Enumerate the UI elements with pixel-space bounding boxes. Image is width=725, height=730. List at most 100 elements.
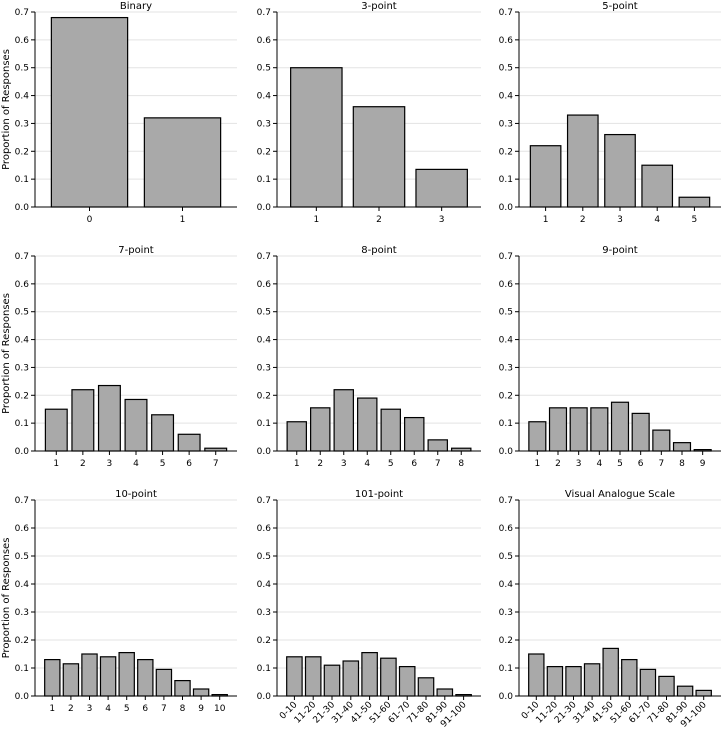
y-tick-label: 0.3 [257, 608, 271, 618]
bar-9 [192, 688, 210, 697]
x-tick-label: 2 [317, 459, 323, 469]
x-tick-label: 3 [439, 215, 445, 225]
y-tick-label: 0.5 [15, 64, 29, 74]
y-tick-label: 0.3 [257, 363, 271, 373]
chart-panel-3: 0.0 0.1 0.2 0.3 0.4 0.5 0.6 0.7 1 2 3 4 5 5-point [499, 1, 721, 225]
x-tick-label: 9 [700, 459, 706, 469]
y-tick-label: 0.5 [257, 552, 271, 562]
x-tick-label: 3 [341, 459, 347, 469]
y-tick-label: 0.0 [15, 447, 30, 457]
x-tick-label: 8 [679, 459, 685, 469]
y-tick-label: 0.7 [499, 8, 513, 18]
y-tick-label: 0.4 [257, 580, 272, 590]
bar-6 [137, 658, 154, 697]
bar-2 [352, 106, 406, 208]
y-tick-label: 0.3 [499, 363, 513, 373]
chart-panel-2: 0.0 0.1 0.2 0.3 0.4 0.5 0.6 0.7 1 2 3 3-point [257, 1, 481, 225]
chart-panel-5: 0.0 0.1 0.2 0.3 0.4 0.5 0.6 0.7 1 2 3 4 5 6 7 8 8-point [257, 245, 481, 469]
y-tick-label: 0.0 [499, 447, 514, 457]
y-tick-label: 0.1 [15, 175, 29, 185]
y-tick-label: 0.3 [257, 119, 271, 129]
x-tick-label: 5 [124, 704, 130, 714]
bar-0-10 [286, 656, 303, 697]
y-axis-label: Proportion of Responses [1, 49, 12, 170]
y-tick-label: 0.1 [257, 419, 271, 429]
bar-51-60 [621, 658, 638, 697]
bar-1 [529, 145, 562, 208]
bar-1 [286, 421, 307, 452]
y-tick-label: 0.4 [257, 336, 272, 346]
x-tick-label: 4 [364, 459, 370, 469]
y-tick-label: 0.0 [257, 203, 272, 213]
chart-panel-1: 0.0 0.1 0.2 0.3 0.4 0.5 0.6 0.7 0 1 Binary Proporti… [1, 1, 237, 225]
x-tick-label: 3 [576, 459, 582, 469]
bar-1 [143, 117, 222, 208]
x-tick-label: 1 [180, 215, 186, 225]
y-axis-label: Proportion of Responses [1, 293, 12, 414]
chart-title: 8-point [361, 245, 397, 256]
y-tick-label: 0.6 [15, 524, 30, 534]
y-tick-label: 0.6 [257, 280, 272, 290]
y-tick-label: 0.3 [15, 363, 29, 373]
y-tick-label: 0.4 [499, 580, 514, 590]
bar-8 [174, 679, 191, 697]
y-tick-label: 0.1 [15, 664, 29, 674]
bar-5 [380, 408, 401, 452]
bar-4 [99, 656, 117, 697]
bar-6 [631, 412, 650, 452]
y-tick-label: 0.2 [499, 391, 513, 401]
bar-7 [204, 447, 228, 452]
y-tick-label: 0.0 [257, 692, 272, 702]
bar-5 [151, 414, 175, 452]
y-tick-label: 0.2 [15, 147, 29, 157]
x-tick-label: 7 [435, 459, 441, 469]
y-tick-label: 0.4 [499, 92, 514, 102]
y-tick-label: 0.0 [499, 203, 514, 213]
bar-3 [415, 168, 468, 208]
y-tick-label: 0.7 [257, 496, 271, 506]
y-tick-label: 0.7 [499, 496, 513, 506]
x-tick-label: 5 [692, 215, 698, 225]
y-tick-label: 0.3 [499, 608, 513, 618]
bar-61-70 [398, 665, 416, 697]
bar-71-80 [417, 677, 435, 697]
x-tick-label: 6 [142, 704, 148, 714]
bar-3 [604, 133, 636, 208]
bar-4 [641, 164, 674, 208]
y-tick-label: 0.0 [15, 203, 30, 213]
x-tick-label: 0 [87, 215, 93, 225]
bar-31-40 [583, 663, 601, 697]
bar-2 [62, 663, 80, 697]
bar-3 [333, 389, 354, 452]
bar-5 [678, 196, 711, 208]
x-tick-label: 2 [80, 459, 86, 469]
y-tick-label: 0.0 [257, 447, 272, 457]
y-tick-label: 0.2 [15, 391, 29, 401]
x-tick-label: 7 [161, 704, 167, 714]
x-tick-label: 5 [388, 459, 394, 469]
bar-21-30 [323, 664, 341, 697]
bar-41-50 [361, 651, 378, 697]
bar-0 [50, 16, 129, 208]
x-tick-label: 4 [133, 459, 139, 469]
y-tick-label: 0.6 [499, 524, 514, 534]
y-tick-label: 0.1 [257, 664, 271, 674]
y-tick-label: 0.6 [257, 524, 272, 534]
x-tick-label: 10 [214, 704, 226, 714]
bar-6 [177, 433, 201, 452]
chart-panel-9: 0.00.10.20.30.40.50.60.70-1011-2021-3031… [499, 489, 721, 730]
y-tick-label: 0.1 [15, 419, 29, 429]
y-tick-label: 0.7 [15, 252, 29, 262]
bar-4 [590, 407, 609, 452]
bar-81-90 [676, 685, 694, 697]
y-tick-label: 0.5 [257, 308, 271, 318]
chart-title: 101-point [355, 489, 403, 500]
bar-3 [569, 407, 588, 452]
bar-2 [71, 389, 95, 452]
y-tick-label: 0.4 [15, 580, 30, 590]
bar-10 [211, 693, 228, 697]
x-tick-label: 2 [555, 459, 561, 469]
x-tick-label: 2 [376, 215, 382, 225]
bar-9 [693, 449, 712, 452]
